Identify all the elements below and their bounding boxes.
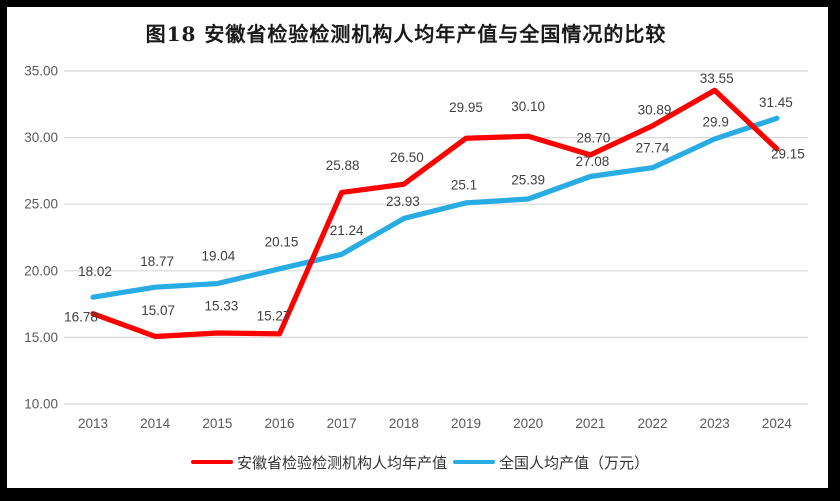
x-axis-tick-label: 2022 — [638, 416, 668, 431]
data-label: 30.10 — [511, 99, 545, 114]
legend-label-anhui: 安徽省检验检测机构人均年产值 — [236, 454, 447, 472]
data-label: 25.1 — [451, 178, 477, 193]
x-axis-tick-label: 2020 — [513, 416, 543, 431]
data-label: 16.78 — [64, 309, 98, 324]
data-label: 19.04 — [201, 248, 235, 263]
legend-item-national: 全国人均产值（万元） — [453, 452, 649, 473]
x-axis-tick-label: 2023 — [700, 416, 730, 431]
data-label: 26.50 — [390, 150, 424, 165]
data-label: 27.74 — [636, 140, 670, 155]
y-axis-tick-label: 25.00 — [24, 197, 58, 212]
data-label: 30.89 — [638, 102, 672, 117]
y-axis-tick-label: 30.00 — [24, 130, 58, 145]
x-axis-tick-label: 2015 — [202, 416, 232, 431]
y-axis-tick-label: 20.00 — [24, 263, 58, 278]
x-axis-tick-label: 2017 — [327, 416, 357, 431]
legend-swatch-national — [453, 459, 495, 465]
frame-border-top — [0, 0, 840, 7]
legend-swatch-anhui — [190, 459, 233, 465]
data-label: 18.02 — [78, 264, 112, 279]
data-label: 29.95 — [449, 100, 483, 115]
data-label: 18.77 — [140, 254, 174, 269]
data-label: 31.45 — [759, 95, 793, 110]
data-label: 25.39 — [511, 173, 545, 188]
x-axis-tick-label: 2016 — [264, 416, 294, 431]
data-label: 15.07 — [141, 303, 175, 318]
data-label: 25.88 — [326, 158, 360, 173]
x-axis-tick-label: 2024 — [762, 416, 793, 431]
chart-legend: 安徽省检验检测机构人均年产值 全国人均产值（万元） — [0, 450, 840, 474]
frame-border-left — [0, 0, 7, 501]
y-axis-tick-label: 15.00 — [24, 330, 58, 345]
legend-label-national: 全国人均产值（万元） — [499, 454, 650, 472]
y-axis-tick-label: 35.00 — [24, 64, 58, 79]
frame-border-right — [828, 0, 840, 501]
data-label: 15.33 — [204, 299, 238, 314]
x-axis-tick-label: 2013 — [78, 416, 108, 431]
series-line-national — [90, 115, 780, 300]
series-line-anhui — [90, 87, 780, 340]
data-label: 28.70 — [576, 131, 610, 146]
data-label: 23.93 — [386, 194, 420, 209]
data-label: 20.15 — [265, 235, 299, 250]
y-axis-tick-label: 10.00 — [24, 397, 58, 412]
data-label: 29.9 — [703, 115, 729, 130]
x-axis-tick-label: 2021 — [575, 416, 605, 431]
data-label: 27.08 — [575, 154, 609, 169]
data-label: 15.27 — [257, 309, 291, 324]
x-axis-tick-label: 2019 — [451, 416, 481, 431]
legend-item-anhui: 安徽省检验检测机构人均年产值 — [190, 452, 447, 473]
data-label: 29.15 — [771, 147, 805, 162]
frame-border-bottom — [0, 488, 840, 501]
x-axis-tick-label: 2018 — [389, 416, 419, 431]
x-axis-tick-label: 2014 — [140, 416, 171, 431]
data-label: 33.55 — [700, 71, 734, 86]
data-label: 21.24 — [330, 223, 364, 238]
chart-title: 图18 安徽省检验检测机构人均年产值与全国情况的比较 — [145, 22, 667, 46]
